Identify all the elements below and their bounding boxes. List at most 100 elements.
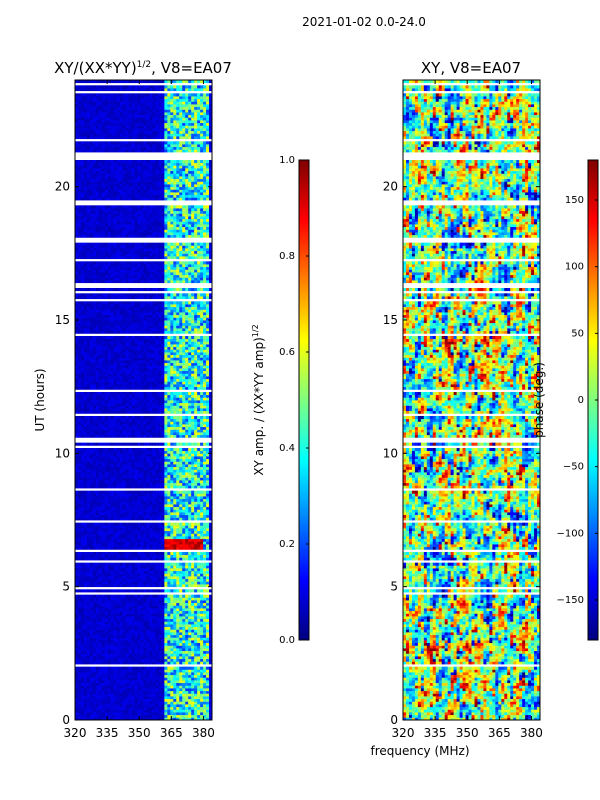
left-heatmap-cell xyxy=(77,717,82,720)
left-heatmap-cell xyxy=(164,442,168,446)
left-heatmap-cell xyxy=(197,624,201,628)
left-heatmap-cell xyxy=(194,552,198,556)
left-heatmap-cell xyxy=(197,600,201,604)
left-heatmap-cell xyxy=(206,613,210,617)
left-heatmap-cell xyxy=(161,530,165,534)
left-heatmap-cell xyxy=(98,442,103,446)
left-heatmap-cell xyxy=(152,634,156,638)
left-heatmap-cell xyxy=(200,701,204,705)
left-heatmap-cell xyxy=(101,680,106,684)
left-heatmap-cell xyxy=(164,562,168,566)
left-heatmap-cell xyxy=(152,570,156,574)
left-heatmap-cell xyxy=(98,429,103,433)
left-heatmap-cell xyxy=(173,421,177,425)
left-heatmap-cell xyxy=(128,416,133,420)
left-heatmap-cell xyxy=(209,624,212,628)
left-heatmap-cell xyxy=(110,482,115,486)
left-heatmap-cell xyxy=(86,682,91,686)
left-heatmap-cell xyxy=(77,632,82,636)
left-heatmap-cell xyxy=(122,525,127,529)
left-heatmap-cell xyxy=(152,677,156,681)
left-heatmap-cell xyxy=(209,674,212,678)
left-heatmap-cell xyxy=(107,432,112,436)
left-heatmap-cell xyxy=(75,466,79,470)
left-heatmap-cell xyxy=(101,493,106,497)
left-heatmap-cell xyxy=(146,682,150,686)
left-heatmap-cell xyxy=(203,658,207,662)
left-heatmap-cell xyxy=(131,504,136,508)
left-heatmap-cell xyxy=(143,418,147,422)
left-heatmap-cell xyxy=(152,416,156,420)
left-heatmap-cell xyxy=(119,677,124,681)
left-heatmap-cell xyxy=(119,464,124,468)
left-heatmap-cell xyxy=(206,600,210,604)
left-heatmap-cell xyxy=(203,432,207,436)
left-heatmap-cell xyxy=(134,597,139,601)
left-heatmap-cell xyxy=(146,426,150,430)
left-heatmap-cell xyxy=(206,602,210,606)
left-heatmap-cell xyxy=(92,696,97,700)
left-heatmap-cell xyxy=(200,677,204,681)
left-heatmap-cell xyxy=(170,642,174,646)
left-heatmap-cell xyxy=(119,528,124,532)
left-heatmap-cell xyxy=(170,637,174,641)
left-heatmap-cell xyxy=(200,453,204,457)
left-heatmap-cell xyxy=(176,701,180,705)
left-heatmap-cell xyxy=(89,405,94,409)
left-heatmap-cell xyxy=(152,552,156,556)
left-heatmap-cell xyxy=(98,648,103,652)
left-heatmap-cell xyxy=(191,402,195,406)
left-heatmap-cell xyxy=(203,416,207,420)
left-heatmap-cell xyxy=(75,650,79,654)
left-heatmap-cell xyxy=(122,448,127,452)
left-heatmap-cell xyxy=(173,544,177,548)
left-heatmap-cell xyxy=(113,688,118,692)
left-heatmap-cell xyxy=(170,594,174,598)
left-heatmap-cell xyxy=(173,629,177,633)
left-heatmap-cell xyxy=(83,461,88,465)
left-heatmap-cell xyxy=(89,442,94,446)
left-heatmap-cell xyxy=(104,578,109,582)
left-heatmap-cell xyxy=(149,522,153,526)
left-heatmap-cell xyxy=(209,501,212,505)
left-heatmap-cell xyxy=(191,544,195,548)
left-heatmap-cell xyxy=(128,477,133,481)
left-heatmap-cell xyxy=(203,554,207,558)
left-heatmap-cell xyxy=(80,626,85,630)
left-heatmap-cell xyxy=(206,477,210,481)
left-heatmap-cell xyxy=(164,453,168,457)
left-heatmap-cell xyxy=(80,573,85,577)
left-heatmap-cell xyxy=(122,669,127,673)
left-heatmap-cell xyxy=(200,704,204,708)
left-heatmap-cell xyxy=(128,584,133,588)
left-heatmap-cell xyxy=(116,501,121,505)
left-heatmap-cell xyxy=(185,688,189,692)
left-heatmap-cell xyxy=(122,696,127,700)
left-heatmap-cell xyxy=(209,402,212,406)
left-heatmap-cell xyxy=(134,450,139,454)
left-heatmap-cell xyxy=(200,498,204,502)
left-heatmap-cell xyxy=(155,490,159,494)
left-heatmap-cell xyxy=(170,602,174,606)
left-heatmap-cell xyxy=(182,629,186,633)
left-heatmap-cell xyxy=(143,421,147,425)
left-heatmap-cell xyxy=(197,690,201,694)
left-heatmap-cell xyxy=(107,434,112,438)
left-heatmap-cell xyxy=(140,682,144,686)
left-heatmap-cell xyxy=(197,674,201,678)
left-heatmap-cell xyxy=(116,544,121,548)
left-heatmap-cell xyxy=(131,616,136,620)
left-heatmap-cell xyxy=(182,429,186,433)
left-heatmap-cell xyxy=(191,533,195,537)
left-heatmap-cell xyxy=(134,605,139,609)
left-heatmap-cell xyxy=(107,618,112,622)
left-heatmap-cell xyxy=(167,696,171,700)
left-heatmap-cell xyxy=(86,706,91,710)
left-heatmap-cell xyxy=(89,541,94,545)
left-heatmap-cell xyxy=(185,421,189,425)
left-heatmap-cell xyxy=(197,538,201,542)
left-heatmap-cell xyxy=(134,602,139,606)
left-heatmap-cell xyxy=(173,658,177,662)
left-heatmap-cell xyxy=(158,701,162,705)
left-heatmap-cell xyxy=(149,402,153,406)
